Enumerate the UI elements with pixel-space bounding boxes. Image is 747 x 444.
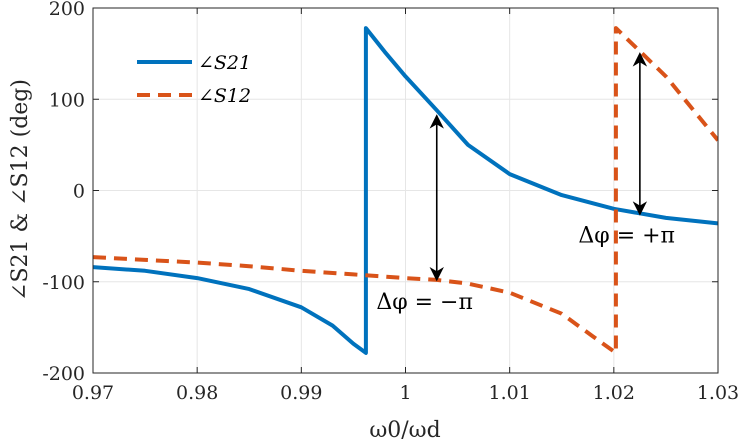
x-tick-label-3: 1 — [399, 382, 411, 404]
series-line-1 — [93, 26, 718, 355]
legend-label-s21: ∠S21 — [198, 52, 251, 74]
legend: ∠S21 ∠S12 — [137, 52, 251, 107]
series-line-0 — [93, 26, 718, 355]
y-tick-label-3: 100 — [49, 89, 85, 111]
x-tick-label-4: 1.01 — [489, 382, 531, 404]
x-tick-label-2: 0.99 — [280, 382, 322, 404]
annotation-label-0: Δφ = −π — [376, 290, 473, 315]
y-tick-label-1: -100 — [42, 272, 85, 294]
annotation-layer: Δφ = −π Δφ = +π — [376, 52, 675, 315]
x-tick-label-5: 1.02 — [593, 382, 635, 404]
y-tick-label-0: -200 — [42, 363, 85, 385]
x-tick-label-0: 0.97 — [72, 382, 114, 404]
x-axis-label: ω0/ωd — [369, 418, 440, 443]
tick-labels: 0.97 0.98 0.99 1 1.01 1.02 1.03 -200 -100 0 100 200 — [42, 0, 739, 404]
x-tick-label-6: 1.03 — [697, 382, 739, 404]
legend-label-s12: ∠S12 — [198, 85, 251, 107]
annotation-label-1: Δφ = +π — [578, 224, 675, 249]
y-tick-label-4: 200 — [49, 0, 85, 20]
series-layer — [93, 26, 718, 355]
x-tick-label-1: 0.98 — [176, 382, 218, 404]
y-tick-label-2: 0 — [73, 181, 85, 203]
y-axis-label: ∠S21 & ∠S12 (deg) — [8, 79, 33, 301]
